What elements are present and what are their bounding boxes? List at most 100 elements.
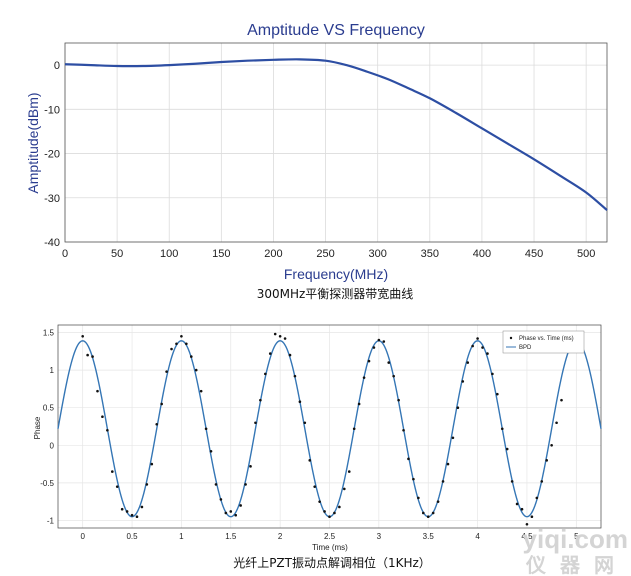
chart2-y-tick-label: 0 xyxy=(50,441,55,450)
chart1-caption: 300MHz平衡探测器带宽曲线 xyxy=(257,286,414,301)
chart2-x-ticks: 0 0.5 1 1.5 2 2.5 3 3.5 4 4.5 5 xyxy=(80,532,579,541)
chart2-data-point xyxy=(288,353,292,357)
chart2-data-point xyxy=(550,443,553,447)
chart2-data-point xyxy=(357,402,361,406)
chart2-data-point xyxy=(278,334,282,338)
chart2-data-point xyxy=(219,498,223,501)
chart2-x-tick-label: 1 xyxy=(179,532,184,541)
chart1-y-tick-label: -20 xyxy=(44,149,60,161)
chart1-frame xyxy=(64,42,608,243)
chart2-data-point xyxy=(199,389,203,393)
chart2-y-tick-label: 1.5 xyxy=(43,329,55,338)
chart2-data-point xyxy=(382,340,386,343)
chart2-x-tick-label: 2 xyxy=(278,532,283,541)
chart2-data-point xyxy=(397,398,400,402)
chart2-data-point xyxy=(515,502,519,506)
chart2-data-point xyxy=(111,470,114,473)
chart2-data-point xyxy=(86,353,89,357)
chart2-data-point xyxy=(387,361,391,364)
chart2-data-point xyxy=(81,334,84,338)
chart2-data-point xyxy=(175,342,178,346)
chart2-y-tick-label: -0.5 xyxy=(40,479,54,488)
chart2-x-tick-label: 3.5 xyxy=(423,532,435,541)
chart1-y-ticks: 0 -10 -20 -30 -40 xyxy=(44,60,60,249)
chart2-data-point xyxy=(421,511,425,515)
chart2-data-point xyxy=(318,500,321,503)
watermark: yiqi.com 仪器网 xyxy=(523,524,628,576)
chart2-data-point xyxy=(377,338,381,342)
chart1-series-line xyxy=(64,58,608,211)
chart2-data-point xyxy=(224,511,228,515)
chart2-x-tick-label: 0 xyxy=(80,532,85,541)
chart2-data-point xyxy=(540,480,544,483)
chart2-data-point xyxy=(426,515,430,519)
chart1-x-tick-label: 150 xyxy=(212,248,230,260)
chart2-data-point xyxy=(209,450,213,453)
chart2-data-point xyxy=(496,392,499,396)
chart2-data-point xyxy=(189,355,193,358)
chart2-data-point xyxy=(392,374,395,378)
chart2-data-point xyxy=(130,513,134,517)
chart2-data-point xyxy=(170,347,173,351)
chart1-ylabel: Amptitude(dBm) xyxy=(25,92,41,193)
chart2-data-point xyxy=(91,355,94,358)
chart1-y-tick-label: -30 xyxy=(44,193,60,205)
chart2-y-tick-label: 0.5 xyxy=(43,404,55,413)
chart2-data-point xyxy=(362,376,366,379)
chart2-data-point xyxy=(417,496,420,500)
chart2-x-tick-label: 4.5 xyxy=(521,532,533,541)
chart2-data-point xyxy=(268,352,272,355)
chart2-y-tick-label: 1 xyxy=(50,366,55,375)
chart2-data-point xyxy=(259,398,262,402)
chart2-data-point xyxy=(214,483,218,486)
chart1-plot-area xyxy=(65,43,607,242)
chart2-data-point xyxy=(323,510,326,513)
chart2-data-point xyxy=(436,500,440,503)
chart2-data-point xyxy=(343,487,346,491)
chart2-data-point xyxy=(402,428,405,432)
chart2-scatter-points xyxy=(81,332,563,526)
chart2-x-tick-label: 2.5 xyxy=(324,532,336,541)
chart2-grid xyxy=(58,325,601,528)
chart2-data-point xyxy=(338,505,341,509)
chart1-x-tick-label: 450 xyxy=(525,248,543,260)
chart2-data-point xyxy=(145,483,149,486)
chart2-legend-entry-phase: Phase vs. Time (ms) xyxy=(519,336,574,342)
chart2-data-point xyxy=(505,447,509,451)
chart2-data-point xyxy=(441,480,445,483)
chart2-data-point xyxy=(476,337,479,340)
chart1-x-tick-label: 350 xyxy=(421,248,439,260)
chart2-data-point xyxy=(407,457,410,461)
chart2-data-point xyxy=(313,485,316,488)
chart2-data-point xyxy=(120,507,124,511)
chart2-data-point xyxy=(520,507,524,511)
chart2-data-point xyxy=(244,483,247,486)
chart2-data-point xyxy=(106,428,109,432)
chart2-data-point xyxy=(431,511,435,515)
chart2-data-point xyxy=(372,346,376,349)
chart2-data-point xyxy=(530,515,534,519)
chart2-data-point xyxy=(560,398,563,402)
chart2-data-point xyxy=(303,421,307,425)
chart1-x-tick-label: 300 xyxy=(369,248,387,260)
chart2-x-tick-label: 0.5 xyxy=(126,532,138,541)
chart2-data-point xyxy=(140,505,144,509)
chart2-legend-dot-marker xyxy=(509,336,513,340)
chart2-data-point xyxy=(471,344,474,348)
chart1-y-tick-label: -10 xyxy=(44,104,60,116)
chart2-caption: 光纤上PZT振动点解调相位（1KHz） xyxy=(233,555,431,570)
chart2-x-tick-label: 5 xyxy=(574,532,579,541)
chart2-data-point xyxy=(115,485,119,488)
chart2-data-point xyxy=(555,421,558,425)
chart2-y-tick-label: -1 xyxy=(47,516,55,525)
chart2-data-point xyxy=(293,374,297,378)
chart2-data-point xyxy=(456,406,460,410)
chart1-x-tick-label: 250 xyxy=(316,248,334,260)
chart1-y-tick-label: 0 xyxy=(54,60,60,72)
chart2-data-point xyxy=(165,370,168,373)
chart2-data-point xyxy=(451,436,455,440)
watermark-site: yiqi.com xyxy=(523,524,628,554)
chart1-x-tick-label: 200 xyxy=(264,248,282,260)
chart2-data-point xyxy=(229,510,233,513)
chart1-x-ticks: 0 50 100 150 200 250 300 350 400 450 500 xyxy=(62,248,595,260)
